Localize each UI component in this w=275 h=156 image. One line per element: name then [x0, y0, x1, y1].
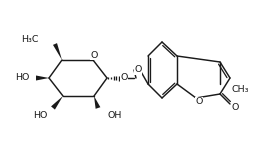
- Text: H₃C: H₃C: [21, 36, 39, 44]
- Polygon shape: [51, 96, 63, 110]
- Text: O: O: [120, 73, 128, 83]
- Text: O: O: [231, 102, 239, 112]
- Text: HO: HO: [34, 112, 48, 120]
- Polygon shape: [36, 76, 49, 80]
- Text: HO: HO: [16, 73, 30, 83]
- Polygon shape: [53, 43, 62, 60]
- Text: CH₃: CH₃: [232, 85, 249, 95]
- Text: OH: OH: [107, 112, 121, 120]
- Text: O: O: [90, 51, 98, 59]
- Text: O: O: [134, 66, 142, 75]
- Polygon shape: [94, 96, 100, 109]
- Text: O: O: [195, 98, 203, 107]
